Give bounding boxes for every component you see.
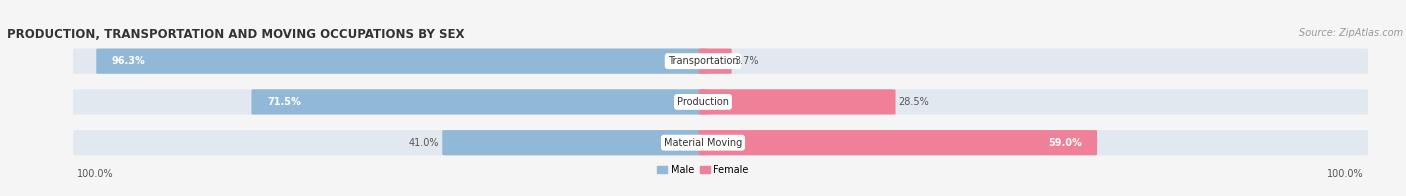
- Text: PRODUCTION, TRANSPORTATION AND MOVING OCCUPATIONS BY SEX: PRODUCTION, TRANSPORTATION AND MOVING OC…: [7, 28, 464, 41]
- FancyBboxPatch shape: [699, 89, 896, 114]
- FancyBboxPatch shape: [252, 89, 707, 114]
- Text: Production: Production: [678, 97, 728, 107]
- Text: 41.0%: 41.0%: [409, 138, 440, 148]
- FancyBboxPatch shape: [73, 89, 1368, 114]
- Text: 3.7%: 3.7%: [734, 56, 759, 66]
- FancyBboxPatch shape: [699, 49, 731, 74]
- Text: Transportation: Transportation: [668, 56, 738, 66]
- Text: 96.3%: 96.3%: [111, 56, 145, 66]
- Legend: Male, Female: Male, Female: [654, 161, 752, 179]
- FancyBboxPatch shape: [96, 49, 707, 74]
- Text: Source: ZipAtlas.com: Source: ZipAtlas.com: [1299, 28, 1403, 38]
- Text: Material Moving: Material Moving: [664, 138, 742, 148]
- FancyBboxPatch shape: [73, 49, 1368, 74]
- FancyBboxPatch shape: [443, 130, 707, 155]
- Text: 71.5%: 71.5%: [267, 97, 301, 107]
- FancyBboxPatch shape: [699, 130, 1097, 155]
- Text: 59.0%: 59.0%: [1047, 138, 1081, 148]
- FancyBboxPatch shape: [73, 130, 1368, 155]
- Text: 100.0%: 100.0%: [77, 169, 114, 179]
- Text: 28.5%: 28.5%: [898, 97, 929, 107]
- Text: 100.0%: 100.0%: [1327, 169, 1364, 179]
